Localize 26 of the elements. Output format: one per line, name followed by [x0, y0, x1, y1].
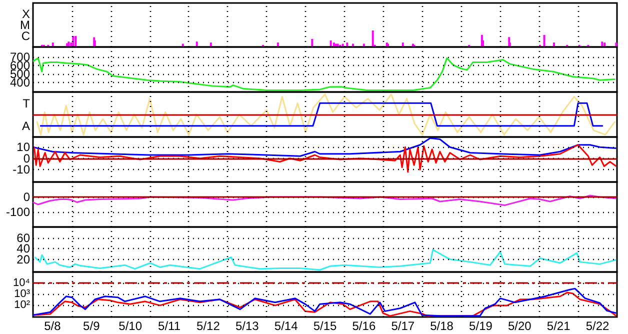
text: M	[20, 18, 30, 32]
text: A	[22, 118, 30, 133]
y-tick-label: -10	[12, 162, 30, 177]
y-tick-label: 10²	[14, 298, 30, 311]
x-tick-label: 5/20	[508, 319, 532, 333]
x-tick-label: 5/21	[546, 319, 571, 333]
x-tick-label: 5/22	[586, 319, 610, 333]
x-tick-label: 5/18	[430, 319, 454, 333]
x-tick-label: 5/8	[44, 319, 62, 333]
x-tick-label: 5/13	[235, 319, 260, 333]
y-tick-label: 0	[23, 190, 30, 204]
x-tick-label: 5/11	[158, 319, 181, 333]
y-tick-label: 10³	[14, 288, 30, 300]
x-tick-label: 5/14	[274, 319, 298, 333]
y-tick-label: -100	[6, 205, 30, 219]
x-tick-label: 5/15	[313, 319, 337, 333]
y-tick-label: 10⁴	[13, 276, 30, 289]
x-tick-label: 5/16	[352, 319, 376, 333]
x-tick-label: 5/17	[391, 319, 415, 333]
x-tick-label: 5/10	[118, 319, 142, 333]
text: T	[22, 96, 31, 110]
text: X	[22, 7, 30, 21]
text: C	[21, 29, 30, 43]
x-tick-label: 5/19	[469, 319, 493, 333]
x-tick-label: 5/12	[196, 319, 220, 333]
x-tick-label: 5/9	[83, 319, 100, 333]
